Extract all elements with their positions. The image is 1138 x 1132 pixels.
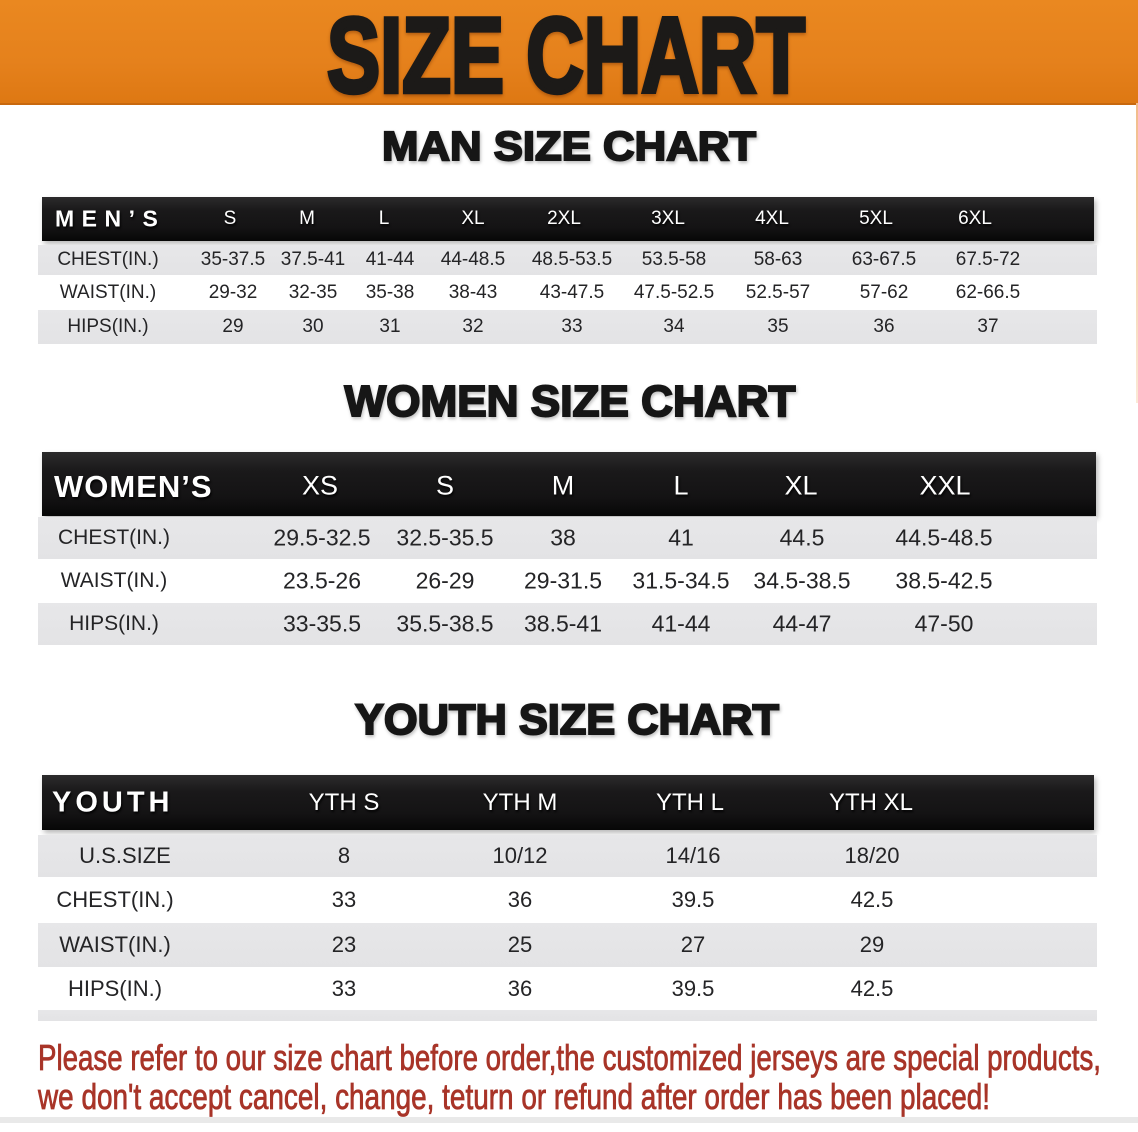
svg-text:Please refer to our size chart: Please refer to our size chart before or… <box>38 1037 1101 1078</box>
svg-text:YOUTH SIZE CHART: YOUTH SIZE CHART <box>355 696 779 744</box>
svg-text:SIZE CHART: SIZE CHART <box>327 0 805 103</box>
svg-text:MAN SIZE CHART: MAN SIZE CHART <box>382 123 756 169</box>
svg-text:we don't accept cancel, change: we don't accept cancel, change, teturn o… <box>37 1076 990 1117</box>
svg-text:WOMEN SIZE CHART: WOMEN SIZE CHART <box>345 377 796 426</box>
